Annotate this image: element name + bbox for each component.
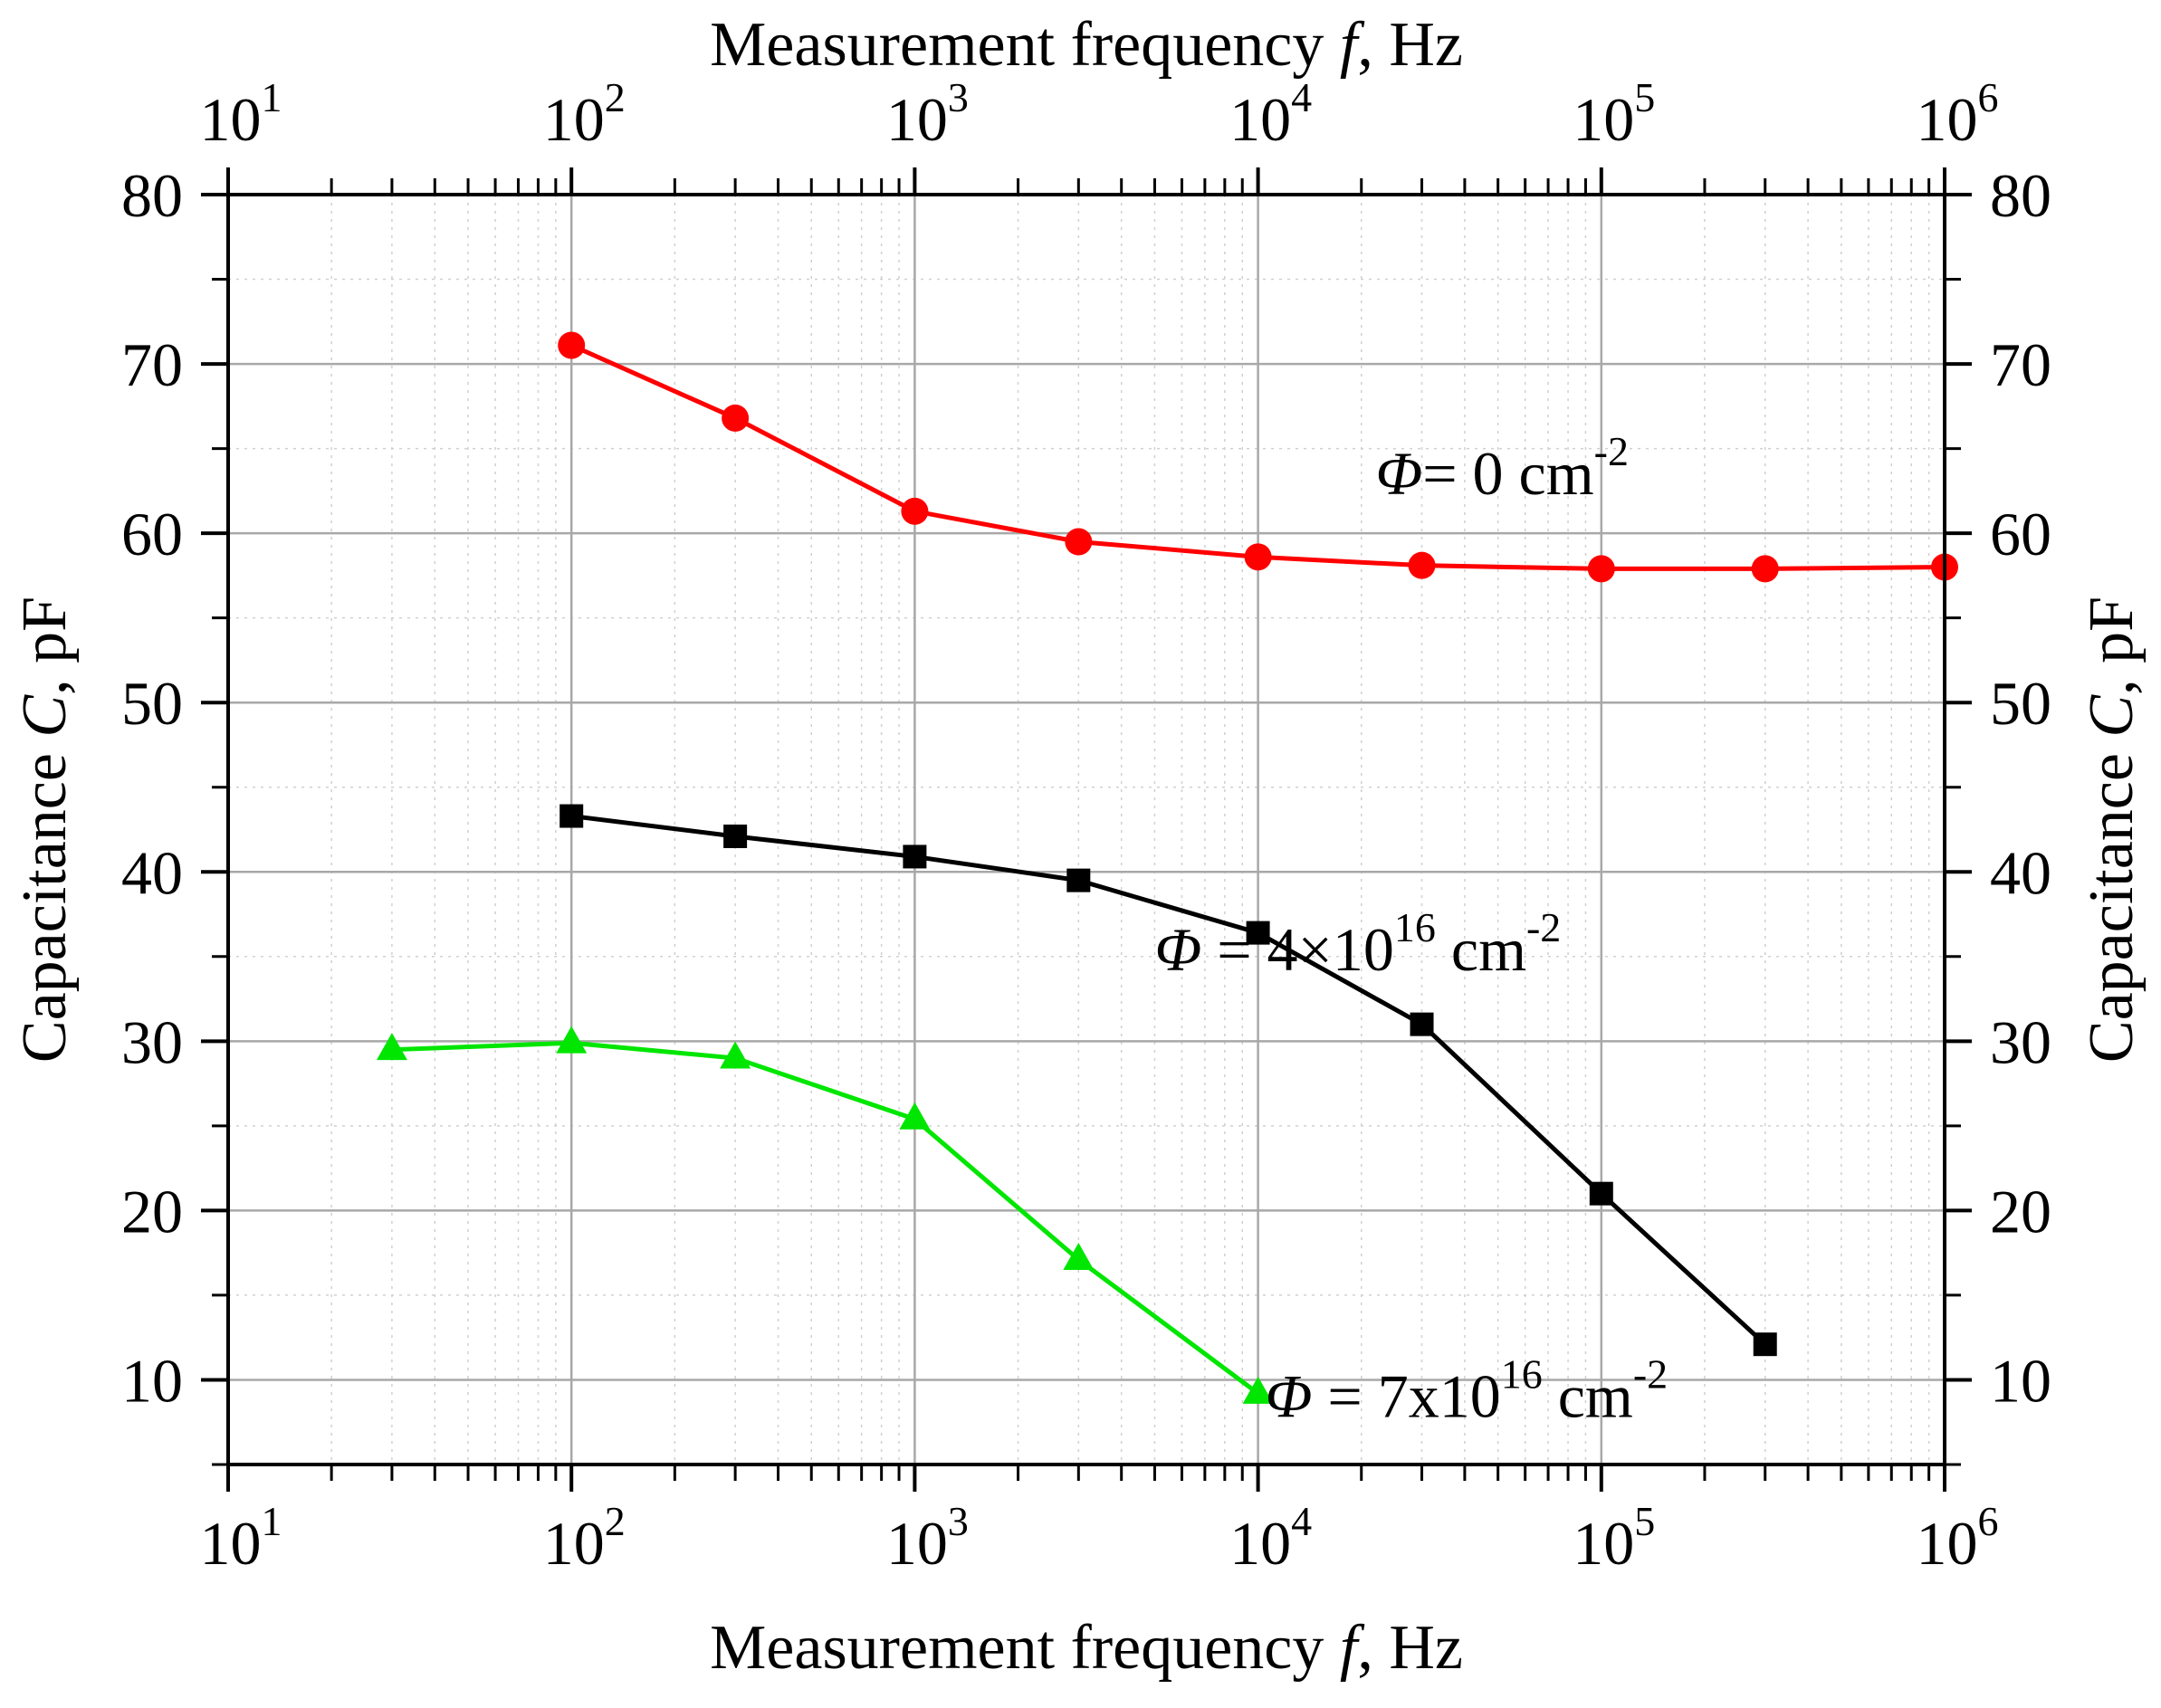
data-point xyxy=(720,1041,751,1069)
y-tick-label-right: 20 xyxy=(1990,1177,2051,1245)
data-point xyxy=(376,1033,407,1061)
data-point xyxy=(1751,555,1779,583)
y-axis-title-right: Capacitance C, pF xyxy=(2077,596,2147,1063)
data-point xyxy=(556,1026,588,1054)
x-tick-label-bottom: 106 xyxy=(1917,1498,1999,1578)
data-point xyxy=(1589,1181,1613,1206)
y-tick-label-left: 80 xyxy=(121,161,183,230)
annotation-series-0: Φ= 0 cm-2 xyxy=(1375,428,1629,508)
axis-ticks xyxy=(201,167,1972,1492)
x-tick-label-top: 104 xyxy=(1229,74,1312,154)
x-tick-label-bottom: 101 xyxy=(200,1498,282,1578)
data-point xyxy=(1587,555,1615,583)
y-tick-label-right: 70 xyxy=(1990,330,2051,399)
x-tick-label-bottom: 102 xyxy=(543,1498,626,1578)
series-line xyxy=(570,814,1767,1347)
y-tick-label-right: 40 xyxy=(1990,838,2051,907)
series-2 xyxy=(376,1026,1274,1404)
data-point xyxy=(1408,551,1436,579)
annotation-series-1: Φ = 4×1016 cm-2 xyxy=(1154,904,1561,984)
data-point xyxy=(1066,868,1091,892)
y-tick-label-left: 60 xyxy=(121,500,183,568)
data-point xyxy=(1753,1332,1777,1357)
data-point xyxy=(1242,1376,1274,1404)
y-tick-label-right: 80 xyxy=(1990,161,2051,230)
x-tick-label-bottom: 103 xyxy=(886,1498,969,1578)
data-point xyxy=(723,824,748,848)
y-tick-label-left: 20 xyxy=(121,1177,183,1245)
data-point xyxy=(558,331,586,359)
data-point xyxy=(559,804,584,828)
series-0 xyxy=(558,331,1958,583)
data-point xyxy=(1410,1012,1434,1036)
y-tick-label-left: 10 xyxy=(121,1346,183,1415)
data-point xyxy=(901,497,929,525)
minor-grid xyxy=(228,195,1945,1465)
x-tick-label-top: 101 xyxy=(200,74,282,154)
y-tick-label-left: 30 xyxy=(121,1007,183,1076)
y-tick-label-right: 50 xyxy=(1990,669,2051,738)
x-tick-label-bottom: 104 xyxy=(1229,1498,1312,1578)
x-tick-label-top: 106 xyxy=(1917,74,1999,154)
data-point xyxy=(1244,543,1272,571)
plot-frame xyxy=(226,193,1946,1466)
data-point xyxy=(899,1102,931,1130)
data-series xyxy=(376,331,1958,1404)
data-point xyxy=(722,404,750,432)
data-point xyxy=(1063,1243,1095,1271)
x-tick-label-top: 105 xyxy=(1573,74,1655,154)
annotation-series-2: Φ = 7x1016 cm-2 xyxy=(1266,1351,1669,1431)
tick-labels: 101 101 102 102 103 103 104 104 105 105 106 106 10 10… xyxy=(121,74,2051,1578)
x-axis-title-bottom: Measurement frequency f, Hz xyxy=(710,1613,1463,1683)
series-1 xyxy=(559,804,1777,1357)
data-point xyxy=(1246,921,1270,945)
y-axis-title-left: Capacitance C, pF xyxy=(10,596,80,1063)
x-axis-title-top: Measurement frequency f, Hz xyxy=(710,10,1463,80)
series-line xyxy=(391,1040,1260,1396)
series-annotations: Φ= 0 cm-2 Φ = 4×1016 cm-2 Φ = 7x1016 cm-2 xyxy=(1154,428,1668,1431)
y-tick-label-right: 30 xyxy=(1990,1007,2051,1076)
x-tick-label-top: 102 xyxy=(543,74,626,154)
data-point xyxy=(903,844,927,869)
y-tick-label-right: 10 xyxy=(1990,1346,2051,1415)
y-tick-label-left: 40 xyxy=(121,838,183,907)
data-point xyxy=(1065,528,1093,556)
x-tick-label-bottom: 105 xyxy=(1573,1498,1655,1578)
y-tick-label-left: 70 xyxy=(121,330,183,399)
x-tick-label-top: 103 xyxy=(886,74,969,154)
y-tick-label-right: 60 xyxy=(1990,500,2051,568)
y-tick-label-left: 50 xyxy=(121,669,183,738)
